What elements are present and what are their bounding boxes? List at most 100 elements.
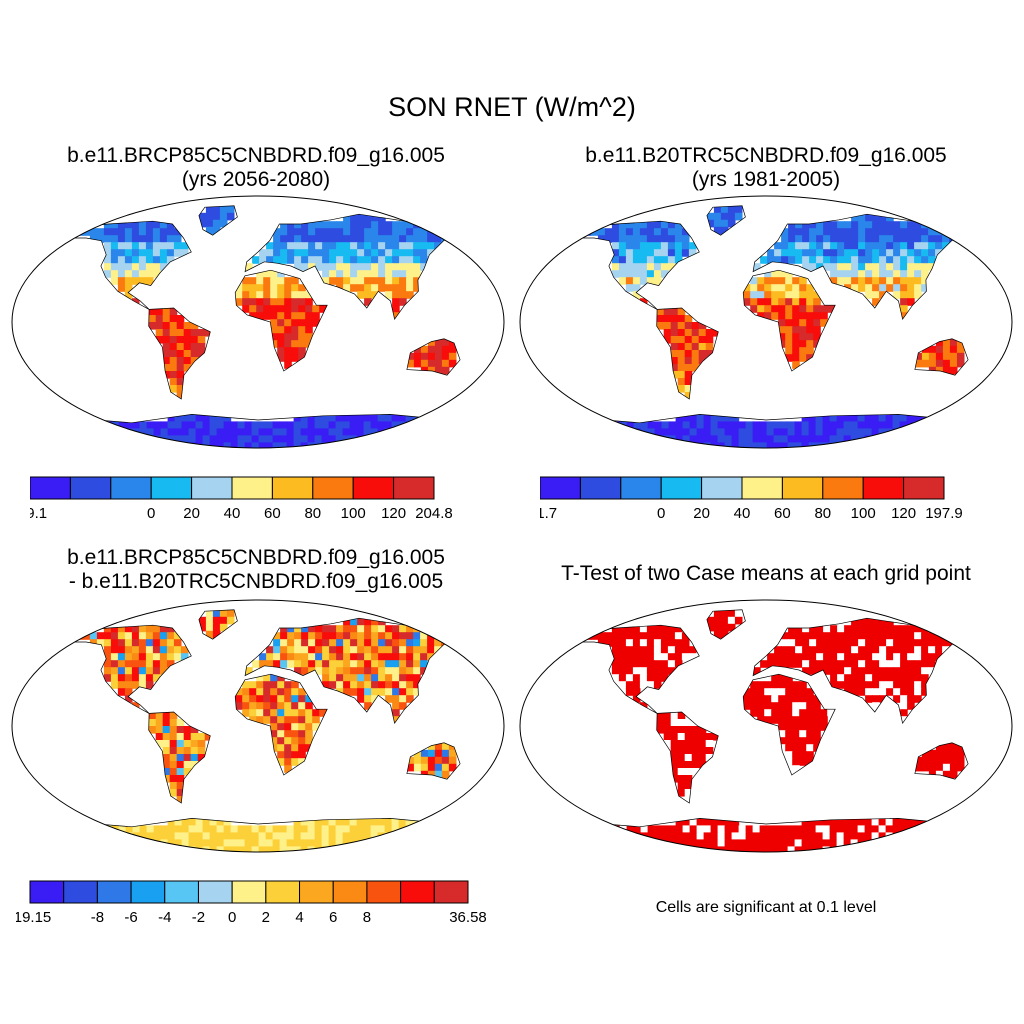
coastline-africa xyxy=(234,269,328,372)
colorbar-case1-swatch-3 xyxy=(150,476,193,500)
colorbar-diff: -19.15 -8 -6 -4 -2 0 2 4 6 8 36.58 xyxy=(16,880,487,926)
coastline-samerica xyxy=(148,307,211,400)
colorbar-diff-swatch-11 xyxy=(400,880,435,904)
figure-title: SON RNET (W/m^2) xyxy=(388,92,636,122)
panel-title-case2-line2: (yrs 1981-2005) xyxy=(691,168,841,191)
continent-australia xyxy=(406,742,461,780)
coastline-eurasia xyxy=(244,213,458,321)
coastline-namerica xyxy=(576,624,700,714)
colorbar-diff-tick-label-2: -6 xyxy=(124,909,137,926)
colorbar-case1-tick-label-3: 40 xyxy=(224,505,241,522)
continent-greenland xyxy=(198,205,238,236)
significance-note: Cells are significant at 0.1 level xyxy=(655,899,877,916)
colorbar-case2-tick-label-3: 40 xyxy=(734,505,751,522)
continent-australia xyxy=(914,742,969,780)
colorbar-case2-tick-label-8: 197.9 xyxy=(925,505,963,522)
coastline-australia xyxy=(914,338,969,376)
colorbar-diff-swatch-8 xyxy=(299,880,334,904)
colorbar-diff-tick-label-9: 8 xyxy=(363,909,371,926)
colorbar-case1-swatch-9 xyxy=(393,476,435,500)
continent-samerica xyxy=(148,307,211,400)
colorbar-case1-tick-label-8: 204.8 xyxy=(415,505,453,522)
colorbar-case2-tick-label-1: 0 xyxy=(657,505,665,522)
coastline-greenland xyxy=(198,205,238,236)
colorbar-diff-swatch-12 xyxy=(433,880,469,904)
colorbar-case2-swatch-3 xyxy=(660,476,703,500)
colorbar-case1-tick-label-5: 80 xyxy=(304,505,321,522)
colorbar-case1-swatch-7 xyxy=(312,476,354,500)
coastline-namerica xyxy=(68,220,192,310)
colorbar-diff-tick-label-7: 4 xyxy=(295,909,303,926)
continent-samerica xyxy=(656,711,719,804)
panel-title-case1-line1: b.e11.BRCP85C5CNBDRD.f09_g16.005 xyxy=(67,144,445,167)
coastline-africa xyxy=(742,673,836,776)
colorbar-case2-swatch-0 xyxy=(540,476,581,500)
continent-eurasia xyxy=(752,617,966,725)
continent-greenland xyxy=(706,205,746,236)
colorbar-case2-tick-label-6: 100 xyxy=(851,505,876,522)
coastline-australia xyxy=(406,338,461,376)
coastline-greenland xyxy=(706,609,746,640)
continent-greenland xyxy=(706,609,746,640)
colorbar-diff-swatch-10 xyxy=(366,880,402,904)
colorbar-case1-tick-label-1: 0 xyxy=(147,505,155,522)
colorbar-diff-swatch-2 xyxy=(96,880,132,904)
coastline-namerica xyxy=(576,220,700,310)
colorbar-diff-tick-label-4: -2 xyxy=(192,909,205,926)
colorbar-diff-tick-label-1: -8 xyxy=(91,909,104,926)
colorbar-diff-swatch-4 xyxy=(164,880,199,904)
colorbar-case2: -41.7 0 20 40 60 80 100 120 197.9 xyxy=(540,476,963,522)
continent-australia xyxy=(914,338,969,376)
colorbar-case1-swatch-2 xyxy=(110,476,152,500)
panel-title-case1-line2: (yrs 2056-2080) xyxy=(181,168,331,191)
colorbar-diff-tick-label-8: 6 xyxy=(329,909,337,926)
colorbar-diff-swatch-5 xyxy=(197,880,233,904)
colorbar-case1-swatch-8 xyxy=(352,476,395,500)
colorbar-case2-swatch-8 xyxy=(862,476,905,500)
coastline-antarctica xyxy=(569,818,960,852)
colorbar-case1-tick-label-2: 20 xyxy=(183,505,200,522)
continent-eurasia xyxy=(244,213,458,321)
coastline-greenland xyxy=(198,609,238,640)
colorbar-case2-swatch-4 xyxy=(701,476,743,500)
map-case1-border xyxy=(11,195,505,449)
panel-title-diff: b.e11.BRCP85C5CNBDRD.f09_g16.005 - b.e11… xyxy=(30,546,482,594)
continent-namerica xyxy=(68,624,192,714)
colorbar-diff-swatch-0 xyxy=(29,880,65,904)
colorbar-case1-tick-label-4: 60 xyxy=(264,505,281,522)
continent-samerica xyxy=(656,307,719,400)
map-case1-land xyxy=(61,205,461,448)
colorbar-diff-tick-label-10: 36.58 xyxy=(449,909,487,926)
map-case2 xyxy=(519,195,1013,449)
colorbar-case2-swatch-6 xyxy=(781,476,824,500)
continent-africa xyxy=(742,673,836,776)
coastline-greenland xyxy=(706,205,746,236)
panel-title-case1: b.e11.BRCP85C5CNBDRD.f09_g16.005 (yrs 20… xyxy=(30,144,482,192)
colorbar-case2-swatch-2 xyxy=(620,476,662,500)
map-diff-border xyxy=(11,599,505,853)
colorbar-case1-tick-label-7: 120 xyxy=(381,505,406,522)
coastline-africa xyxy=(742,269,836,372)
colorbar-case2-swatch-5 xyxy=(741,476,783,500)
colorbar-case1-swatch-6 xyxy=(271,476,314,500)
coastline-africa xyxy=(234,673,328,776)
panel-title-diff-line1: b.e11.BRCP85C5CNBDRD.f09_g16.005 xyxy=(67,546,445,569)
panel-title-case2: b.e11.B20TRC5CNBDRD.f09_g16.005 (yrs 198… xyxy=(540,144,992,192)
coastline-namerica xyxy=(68,624,192,714)
colorbar-diff-swatch-1 xyxy=(63,880,98,904)
continent-greenland xyxy=(198,609,238,640)
map-diff xyxy=(11,599,505,853)
colorbar-case2-swatch-9 xyxy=(903,476,945,500)
coastline-samerica xyxy=(148,711,211,804)
colorbar-diff-swatch-9 xyxy=(332,880,368,904)
colorbar-case2-swatch-7 xyxy=(822,476,864,500)
map-case1 xyxy=(11,195,505,449)
continent-africa xyxy=(742,269,836,372)
colorbar-diff-tick-label-0: -19.15 xyxy=(16,909,51,926)
coastline-samerica xyxy=(656,307,719,400)
continent-africa xyxy=(234,673,328,776)
panel-title-case2-line1: b.e11.B20TRC5CNBDRD.f09_g16.005 xyxy=(585,144,947,167)
colorbar-case1-swatch-5 xyxy=(231,476,273,500)
colorbar-case2-tick-label-5: 80 xyxy=(814,505,831,522)
map-ttest-border xyxy=(519,599,1013,853)
